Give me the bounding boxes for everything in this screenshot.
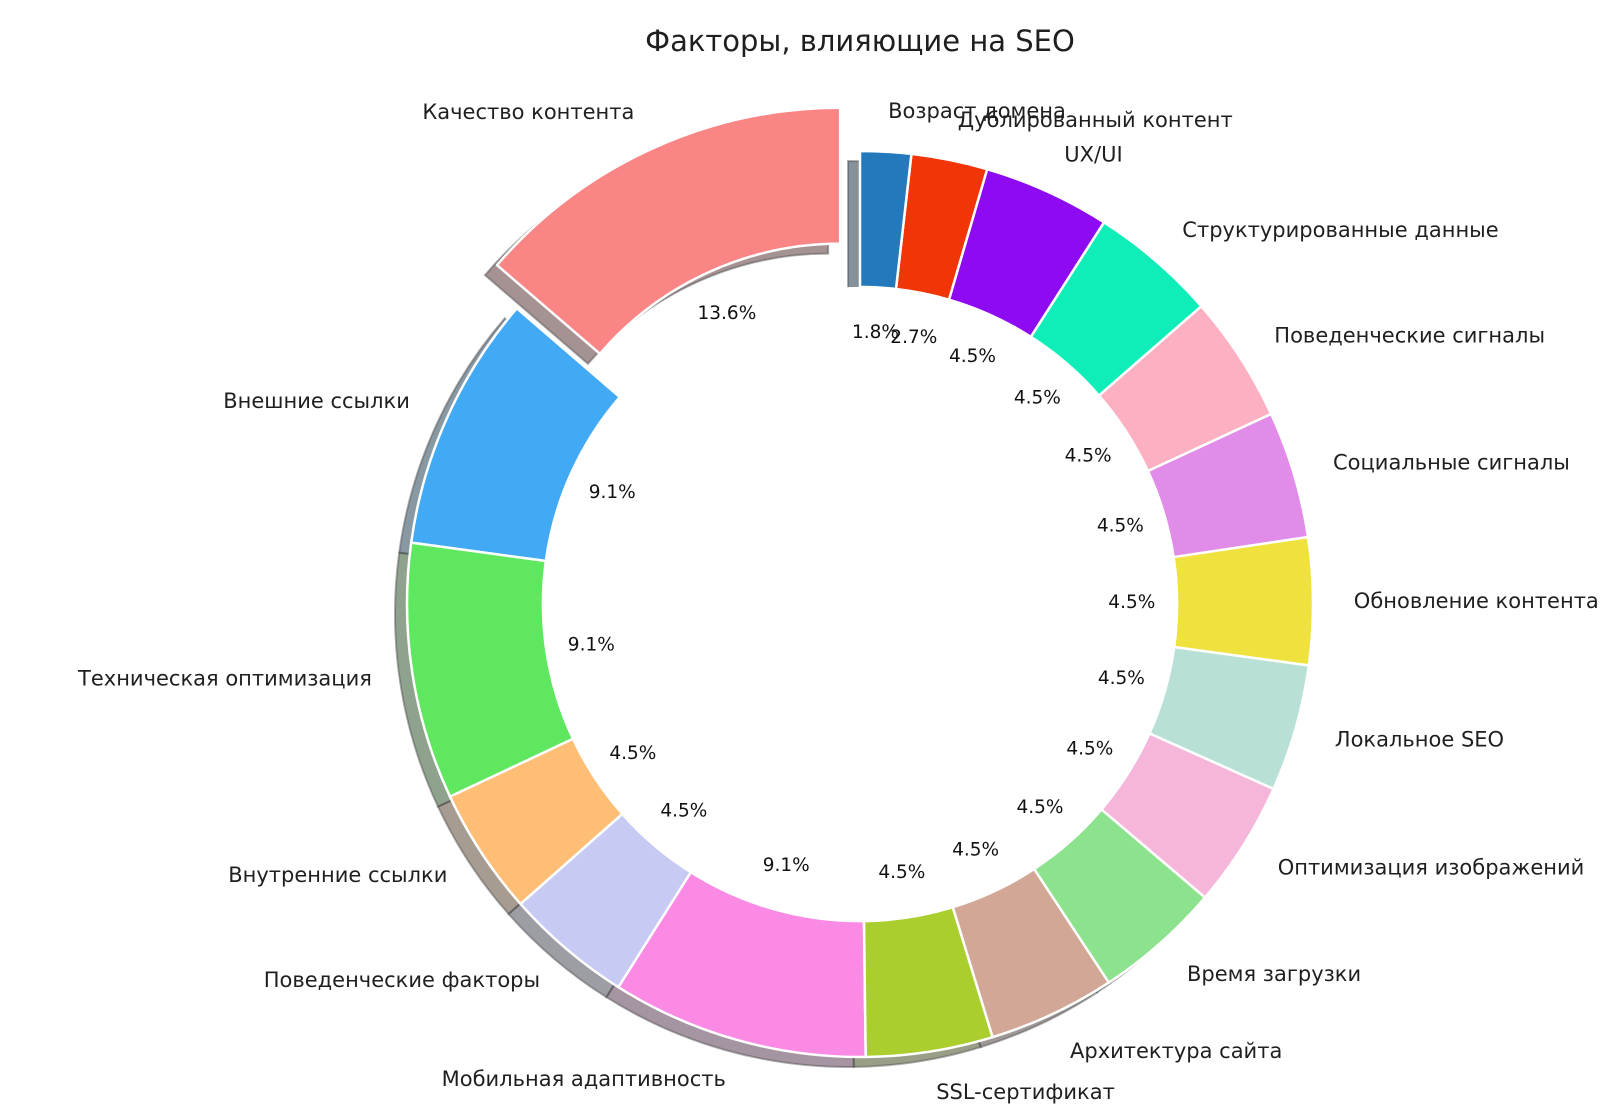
slice-pct-8: 4.5%: [1017, 797, 1064, 818]
slice-label-16: Дублированный контент: [958, 108, 1233, 132]
slice-pct-2: 9.1%: [568, 635, 615, 656]
slice-pct-5: 9.1%: [763, 855, 810, 876]
slice-label-17: Возраст домена: [888, 99, 1066, 123]
pie-slice-11: [1172, 535, 1315, 667]
slice-pct-13: 4.5%: [1065, 446, 1112, 467]
slice-pct-12: 4.5%: [1097, 516, 1144, 537]
donut-chart-canvas: Качество контента 13.6% Внешние ссылки 9.…: [77, 99, 1599, 1104]
slice-label-9: Оптимизация изображений: [1278, 855, 1585, 879]
slice-pct-9: 4.5%: [1066, 739, 1113, 760]
slice-label-11: Обновление контента: [1354, 589, 1599, 613]
slice-pct-0: 13.6%: [698, 303, 757, 324]
slice-pct-7: 4.5%: [952, 840, 999, 861]
slice-label-12: Социальные сигналы: [1333, 450, 1570, 474]
slice-pct-3: 4.5%: [609, 743, 656, 764]
pie-slice-0: [495, 106, 842, 356]
donut-hole: [542, 286, 1178, 922]
slice-pct-4: 4.5%: [660, 801, 707, 822]
slice-label-14: Структурированные данные: [1182, 218, 1498, 242]
slice-pct-15: 4.5%: [949, 346, 996, 367]
slice-pct-1: 9.1%: [589, 482, 636, 503]
seo-factors-donut-chart: Факторы, влияющие на SEO Качество контен…: [40, 16, 1600, 1109]
slice-pct-10: 4.5%: [1098, 668, 1145, 689]
slice-label-4: Поведенческие факторы: [264, 968, 540, 992]
slice-pct-6: 4.5%: [878, 862, 925, 883]
slice-label-8: Время загрузки: [1187, 962, 1361, 986]
slice-pct-11: 4.5%: [1108, 592, 1155, 613]
slice-label-0: Качество контента: [422, 100, 634, 124]
slice-label-10: Локальное SEO: [1335, 728, 1504, 752]
slice-label-5: Мобильная адаптивность: [442, 1067, 726, 1091]
slice-pct-14: 4.5%: [1014, 388, 1061, 409]
slice-label-15: UX/UI: [1064, 143, 1122, 167]
slice-label-1: Внешние ссылки: [223, 389, 410, 413]
pie-slice-17: [858, 149, 913, 291]
slice-pct-16: 2.7%: [890, 327, 937, 348]
slice-label-7: Архитектура сайта: [1070, 1039, 1282, 1063]
chart-title: Факторы, влияющие на SEO: [645, 24, 1075, 58]
slice-label-3: Внутренние ссылки: [228, 863, 447, 887]
slice-label-6: SSL-сертификат: [936, 1080, 1115, 1104]
slice-pct-17: 1.8%: [852, 322, 899, 343]
slice-label-13: Поведенческие сигналы: [1274, 323, 1545, 347]
slice-label-2: Техническая оптимизация: [77, 667, 372, 691]
